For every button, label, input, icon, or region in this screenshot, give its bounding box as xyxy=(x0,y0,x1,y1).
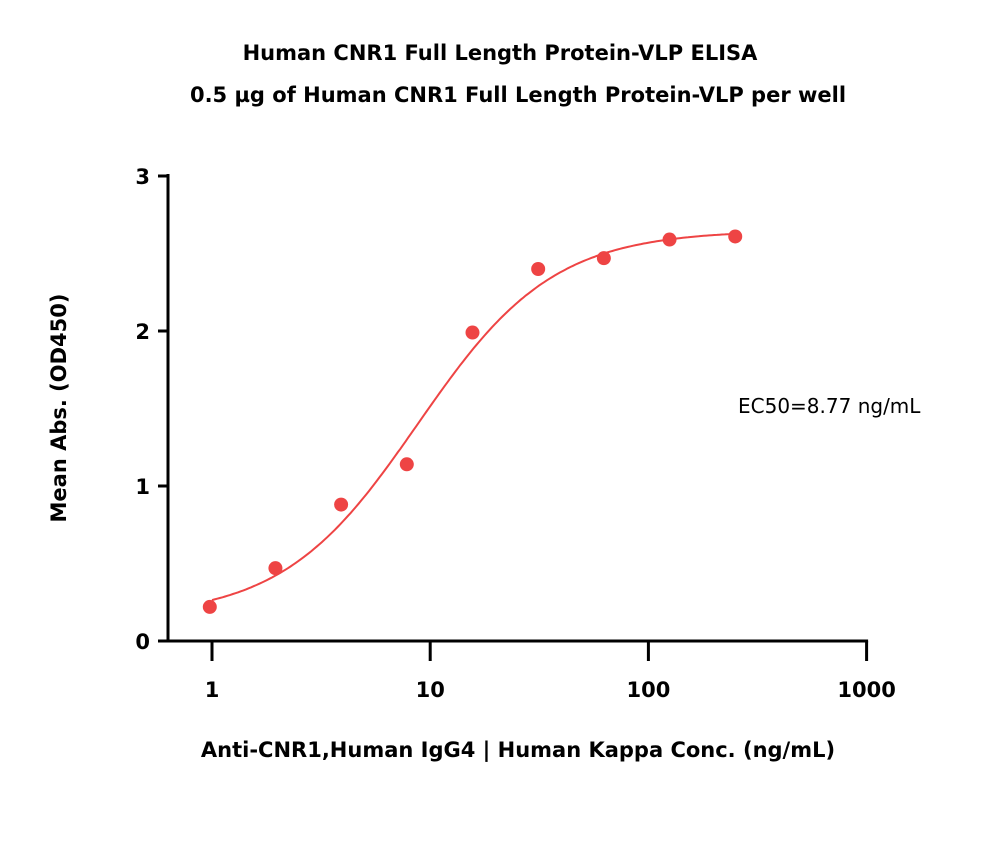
axes: 0 1 2 3 1 10 100 1000 xyxy=(135,165,895,702)
data-point xyxy=(662,232,677,247)
ec50-annotation: EC50=8.77 ng/mL xyxy=(738,394,921,418)
data-point xyxy=(728,229,743,244)
data-points xyxy=(202,229,743,614)
data-point xyxy=(531,262,546,276)
data-point xyxy=(268,561,283,576)
y-axis-label: Mean Abs. (OD450) xyxy=(47,294,71,523)
data-point xyxy=(465,325,480,340)
data-point xyxy=(202,599,217,614)
x-tick-label: 100 xyxy=(626,678,670,702)
data-point xyxy=(399,457,414,472)
y-tick-label: 2 xyxy=(135,320,150,344)
x-tick-label: 1 xyxy=(205,678,220,702)
x-axis-label: Anti-CNR1,Human IgG4 | Human Kappa Conc.… xyxy=(201,738,835,763)
chart-subtitle: 0.5 µg of Human CNR1 Full Length Protein… xyxy=(190,83,846,107)
y-tick-label: 3 xyxy=(135,165,150,189)
x-tick-label: 10 xyxy=(416,678,445,702)
fit-curve xyxy=(211,232,736,602)
chart-title: Human CNR1 Full Length Protein-VLP ELISA xyxy=(243,41,759,65)
data-point xyxy=(596,251,611,266)
y-tick-label: 1 xyxy=(135,475,150,499)
x-tick-label: 1000 xyxy=(837,678,895,702)
data-point xyxy=(334,497,349,512)
y-tick-label: 0 xyxy=(135,630,150,654)
